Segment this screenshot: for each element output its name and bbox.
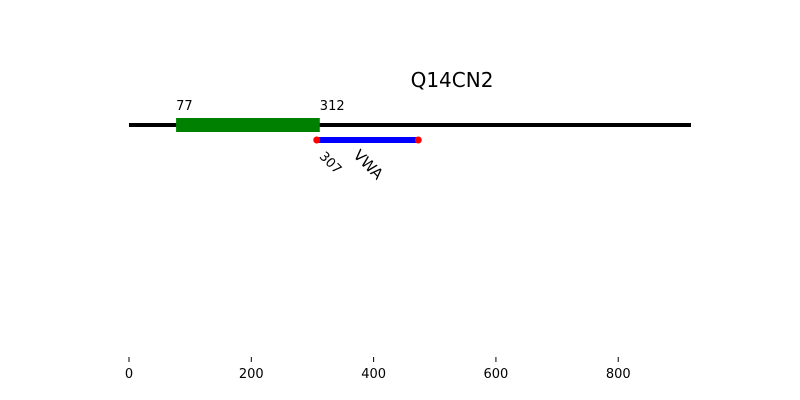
domain-name-label: VWA (350, 146, 388, 184)
region-bar (176, 118, 320, 132)
domain-start-label: 307 (316, 149, 344, 177)
domain-start-marker (313, 136, 321, 144)
x-tick-label: 400 (361, 367, 386, 382)
domain-end-marker (414, 136, 422, 144)
x-tick-label: 200 (239, 367, 264, 382)
x-tick-label: 600 (484, 367, 509, 382)
x-axis: 0 200 400 600 800 (125, 357, 631, 382)
x-tick-label: 0 (125, 367, 133, 382)
region-end-label: 312 (320, 99, 345, 114)
plot-area: 77 312 307 VWA (129, 99, 691, 184)
x-tick-label: 800 (606, 367, 631, 382)
chart-title: Q14CN2 (411, 68, 494, 92)
region-start-label: 77 (176, 99, 193, 114)
